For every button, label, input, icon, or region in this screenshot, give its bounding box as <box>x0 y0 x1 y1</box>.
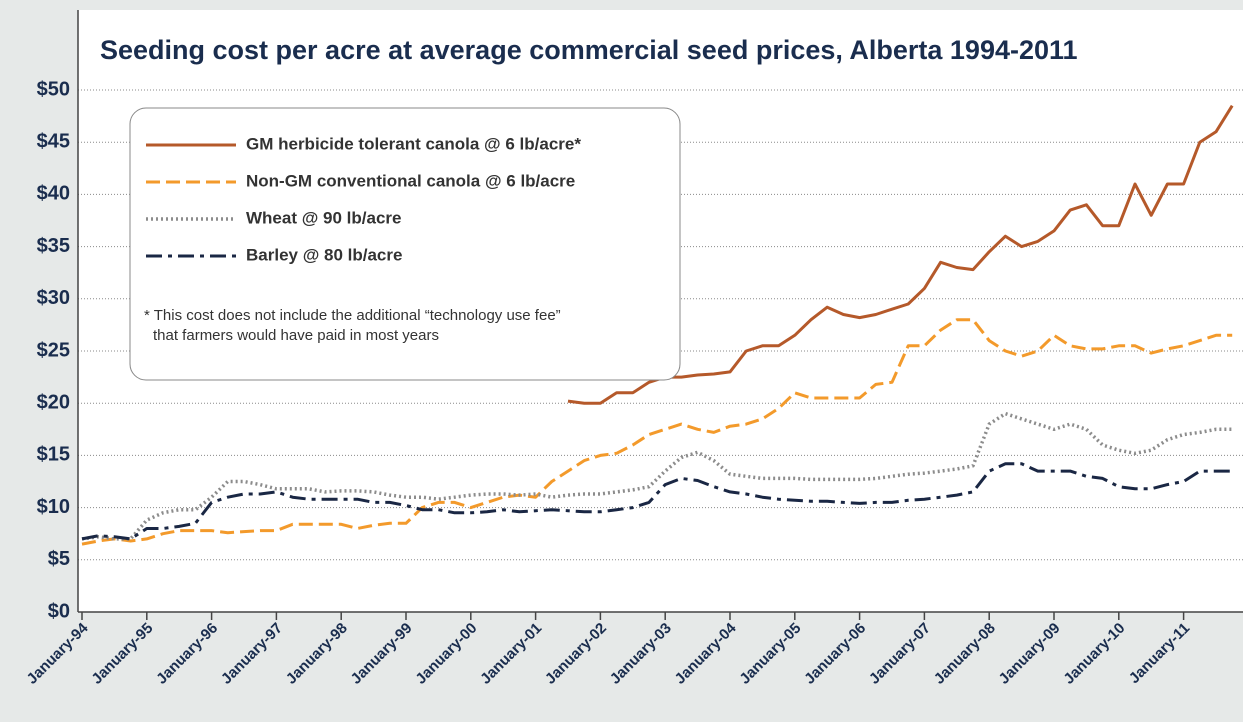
y-tick-label: $10 <box>37 496 70 518</box>
x-tick-label: January-05 <box>736 620 804 688</box>
x-tick-label: January-02 <box>542 620 610 688</box>
legend-label: GM herbicide tolerant canola @ 6 lb/acre… <box>246 134 581 153</box>
x-tick-label: January-04 <box>672 619 740 687</box>
legend-label: Wheat @ 90 lb/acre <box>246 208 401 227</box>
y-tick-label: $25 <box>37 339 70 361</box>
y-tick-label: $20 <box>37 391 70 413</box>
series-line <box>81 462 1233 541</box>
legend-label: Non-GM conventional canola @ 6 lb/acre <box>246 171 575 190</box>
x-tick-label: January-08 <box>931 620 999 688</box>
y-tick-label: $50 <box>37 78 70 100</box>
y-tick-label: $0 <box>48 600 70 622</box>
x-tick-label: January-96 <box>153 620 221 688</box>
y-tick-label: $35 <box>37 235 70 257</box>
x-tick-label: January-99 <box>348 620 416 688</box>
series-line <box>81 411 1233 541</box>
footnote: that farmers would have paid in most yea… <box>153 327 439 344</box>
x-tick-label: January-10 <box>1060 620 1128 688</box>
y-tick-label: $40 <box>37 183 70 205</box>
legend-label: Barley @ 80 lb/acre <box>246 245 402 264</box>
x-tick-label: January-00 <box>412 620 480 688</box>
series-line <box>81 318 1233 546</box>
x-tick-label: January-11 <box>1126 620 1193 687</box>
x-tick-label: January-01 <box>477 620 545 688</box>
x-tick-label: January-06 <box>801 620 869 688</box>
x-tick-label: January-09 <box>996 620 1064 688</box>
y-tick-label: $15 <box>37 444 70 466</box>
y-tick-label: $45 <box>37 130 70 152</box>
x-tick-label: January-95 <box>88 620 156 688</box>
footnote: * This cost does not include the additio… <box>144 307 561 324</box>
x-tick-label: January-03 <box>607 620 675 688</box>
y-tick-label: $30 <box>37 287 70 309</box>
x-tick-label: January-07 <box>866 620 934 688</box>
x-tick-label: January-98 <box>283 620 351 688</box>
legend-box <box>129 107 681 381</box>
x-tick-label: January-97 <box>218 620 286 688</box>
series-line <box>567 104 1234 405</box>
y-tick-label: $5 <box>48 548 70 570</box>
chart-title: Seeding cost per acre at average commerc… <box>100 35 1078 65</box>
x-tick-label: January-94 <box>24 619 92 687</box>
